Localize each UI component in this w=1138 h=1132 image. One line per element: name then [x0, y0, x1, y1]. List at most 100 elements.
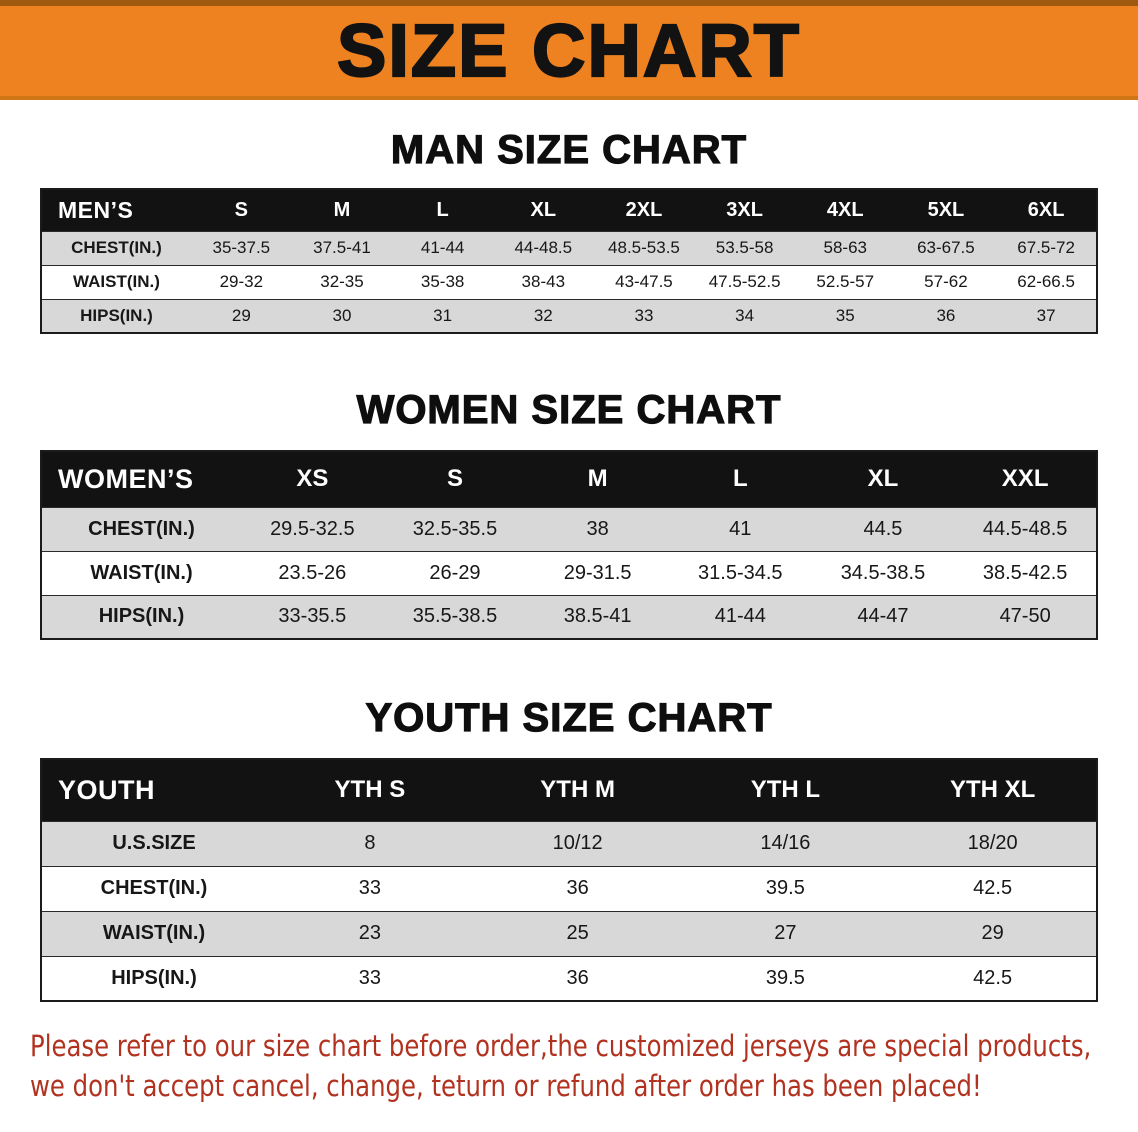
size-value-cell: 25: [473, 911, 682, 956]
size-column-header: XL: [811, 451, 955, 507]
size-value-cell: 33-35.5: [241, 595, 384, 639]
size-value-cell: 36: [473, 866, 682, 911]
size-value-cell: 37.5-41: [291, 231, 393, 265]
disclaimer: Please refer to our size chart before or…: [30, 1026, 1138, 1106]
size-value-cell: 18/20: [889, 821, 1097, 866]
men-size-chart-heading: MAN SIZE CHART: [390, 127, 748, 172]
size-value-cell: 39.5: [681, 956, 890, 1001]
size-value-cell: 47-50: [954, 595, 1097, 639]
size-value-cell: 32: [492, 299, 594, 333]
table-corner-label: YOUTH: [41, 759, 266, 821]
size-value-cell: 10/12: [473, 821, 682, 866]
size-value-cell: 37: [996, 299, 1097, 333]
size-column-header: 2XL: [593, 189, 695, 231]
size-value-cell: 63-67.5: [895, 231, 997, 265]
size-column-header: YTH S: [266, 759, 474, 821]
size-value-cell: 43-47.5: [593, 265, 695, 299]
size-value-cell: 47.5-52.5: [694, 265, 795, 299]
size-value-cell: 38.5-42.5: [954, 551, 1097, 595]
size-value-cell: 14/16: [681, 821, 890, 866]
table-row: CHEST(IN.) 35-37.5 37.5-41 41-44 44-48.5 48.5…: [41, 231, 1097, 265]
disclaimer-line-1: Please refer to our size chart before or…: [30, 1029, 1092, 1063]
size-column-header: L: [392, 189, 493, 231]
size-column-header: YTH XL: [889, 759, 1097, 821]
table-row: CHEST(IN.) 33 36 39.5 42.5: [41, 866, 1097, 911]
size-value-cell: 42.5: [889, 956, 1097, 1001]
size-value-cell: 31.5-34.5: [668, 551, 812, 595]
size-column-header: XS: [241, 451, 384, 507]
size-value-cell: 58-63: [794, 231, 896, 265]
measurement-label: HIPS(IN.): [41, 956, 266, 1001]
size-value-cell: 48.5-53.5: [593, 231, 695, 265]
measurement-label: CHEST(IN.): [41, 231, 191, 265]
size-value-cell: 29-32: [191, 265, 292, 299]
table-row: HIPS(IN.) 33 36 39.5 42.5: [41, 956, 1097, 1001]
table-row: U.S.SIZE 8 10/12 14/16 18/20: [41, 821, 1097, 866]
measurement-label: WAIST(IN.): [41, 911, 266, 956]
size-value-cell: 38-43: [492, 265, 594, 299]
size-column-header: M: [526, 451, 669, 507]
size-value-cell: 62-66.5: [996, 265, 1097, 299]
size-value-cell: 41-44: [668, 595, 812, 639]
size-value-cell: 35-38: [392, 265, 493, 299]
measurement-label: WAIST(IN.): [41, 265, 191, 299]
men-size-table: MEN’S S M L XL 2XL 3XL 4XL 5XL 6XL CHEST(IN.) 35-37…: [40, 188, 1098, 334]
size-value-cell: 26-29: [383, 551, 527, 595]
table-header-row: MEN’S S M L XL 2XL 3XL 4XL 5XL 6XL: [41, 189, 1097, 231]
size-value-cell: 53.5-58: [694, 231, 795, 265]
size-column-header: 5XL: [895, 189, 997, 231]
size-value-cell: 38.5-41: [526, 595, 669, 639]
size-value-cell: 32.5-35.5: [383, 507, 527, 551]
size-value-cell: 33: [266, 866, 474, 911]
size-value-cell: 33: [266, 956, 474, 1001]
size-value-cell: 41: [668, 507, 812, 551]
table-row: WAIST(IN.) 23.5-26 26-29 29-31.5 31.5-34.5 34…: [41, 551, 1097, 595]
size-value-cell: 39.5: [681, 866, 890, 911]
size-value-cell: 23: [266, 911, 474, 956]
banner: SIZE CHART: [0, 0, 1138, 100]
measurement-label: CHEST(IN.): [41, 866, 266, 911]
table-header-row: YOUTH YTH S YTH M YTH L YTH XL: [41, 759, 1097, 821]
table-corner-label: WOMEN’S: [41, 451, 241, 507]
size-value-cell: 31: [392, 299, 493, 333]
size-column-header: YTH M: [473, 759, 682, 821]
size-column-header: L: [668, 451, 812, 507]
size-column-header: XXL: [954, 451, 1097, 507]
measurement-label: CHEST(IN.): [41, 507, 241, 551]
disclaimer-line-2: we don't accept cancel, change, teturn o…: [30, 1069, 982, 1103]
size-value-cell: 23.5-26: [241, 551, 384, 595]
size-value-cell: 42.5: [889, 866, 1097, 911]
women-size-table: WOMEN’S XS S M L XL XXL CHEST(IN.) 29.5-32.5 32.5…: [40, 450, 1098, 640]
size-value-cell: 29: [191, 299, 292, 333]
size-value-cell: 33: [593, 299, 695, 333]
measurement-label: U.S.SIZE: [41, 821, 266, 866]
size-column-header: YTH L: [681, 759, 890, 821]
size-column-header: S: [383, 451, 527, 507]
table-header-row: WOMEN’S XS S M L XL XXL: [41, 451, 1097, 507]
size-column-header: XL: [492, 189, 594, 231]
table-row: WAIST(IN.) 23 25 27 29: [41, 911, 1097, 956]
size-column-header: 4XL: [794, 189, 896, 231]
size-value-cell: 44-47: [811, 595, 955, 639]
size-value-cell: 27: [681, 911, 890, 956]
size-value-cell: 67.5-72: [996, 231, 1097, 265]
size-value-cell: 36: [473, 956, 682, 1001]
size-column-header: M: [291, 189, 393, 231]
size-value-cell: 44-48.5: [492, 231, 594, 265]
size-value-cell: 30: [291, 299, 393, 333]
size-value-cell: 35: [794, 299, 896, 333]
page-title: SIZE CHART: [336, 9, 801, 92]
size-charts: MAN SIZE CHART MEN’S S M L XL 2XL 3XL 4XL 5XL 6XL C…: [0, 126, 1138, 1002]
size-column-header: 6XL: [996, 189, 1097, 231]
table-row: CHEST(IN.) 29.5-32.5 32.5-35.5 38 41 44.5 44.5…: [41, 507, 1097, 551]
size-value-cell: 44.5: [811, 507, 955, 551]
women-size-chart-heading: WOMEN SIZE CHART: [356, 387, 782, 432]
size-value-cell: 36: [895, 299, 997, 333]
table-row: WAIST(IN.) 29-32 32-35 35-38 38-43 43-47.5 47.…: [41, 265, 1097, 299]
women-section: WOMEN SIZE CHART WOMEN’S XS S M L XL XXL CHEST(I…: [0, 386, 1138, 640]
table-row: HIPS(IN.) 33-35.5 35.5-38.5 38.5-41 41-44 44-…: [41, 595, 1097, 639]
size-value-cell: 38: [526, 507, 669, 551]
size-value-cell: 41-44: [392, 231, 493, 265]
size-value-cell: 52.5-57: [794, 265, 896, 299]
youth-size-table: YOUTH YTH S YTH M YTH L YTH XL U.S.SIZE 8 10/12…: [40, 758, 1098, 1002]
